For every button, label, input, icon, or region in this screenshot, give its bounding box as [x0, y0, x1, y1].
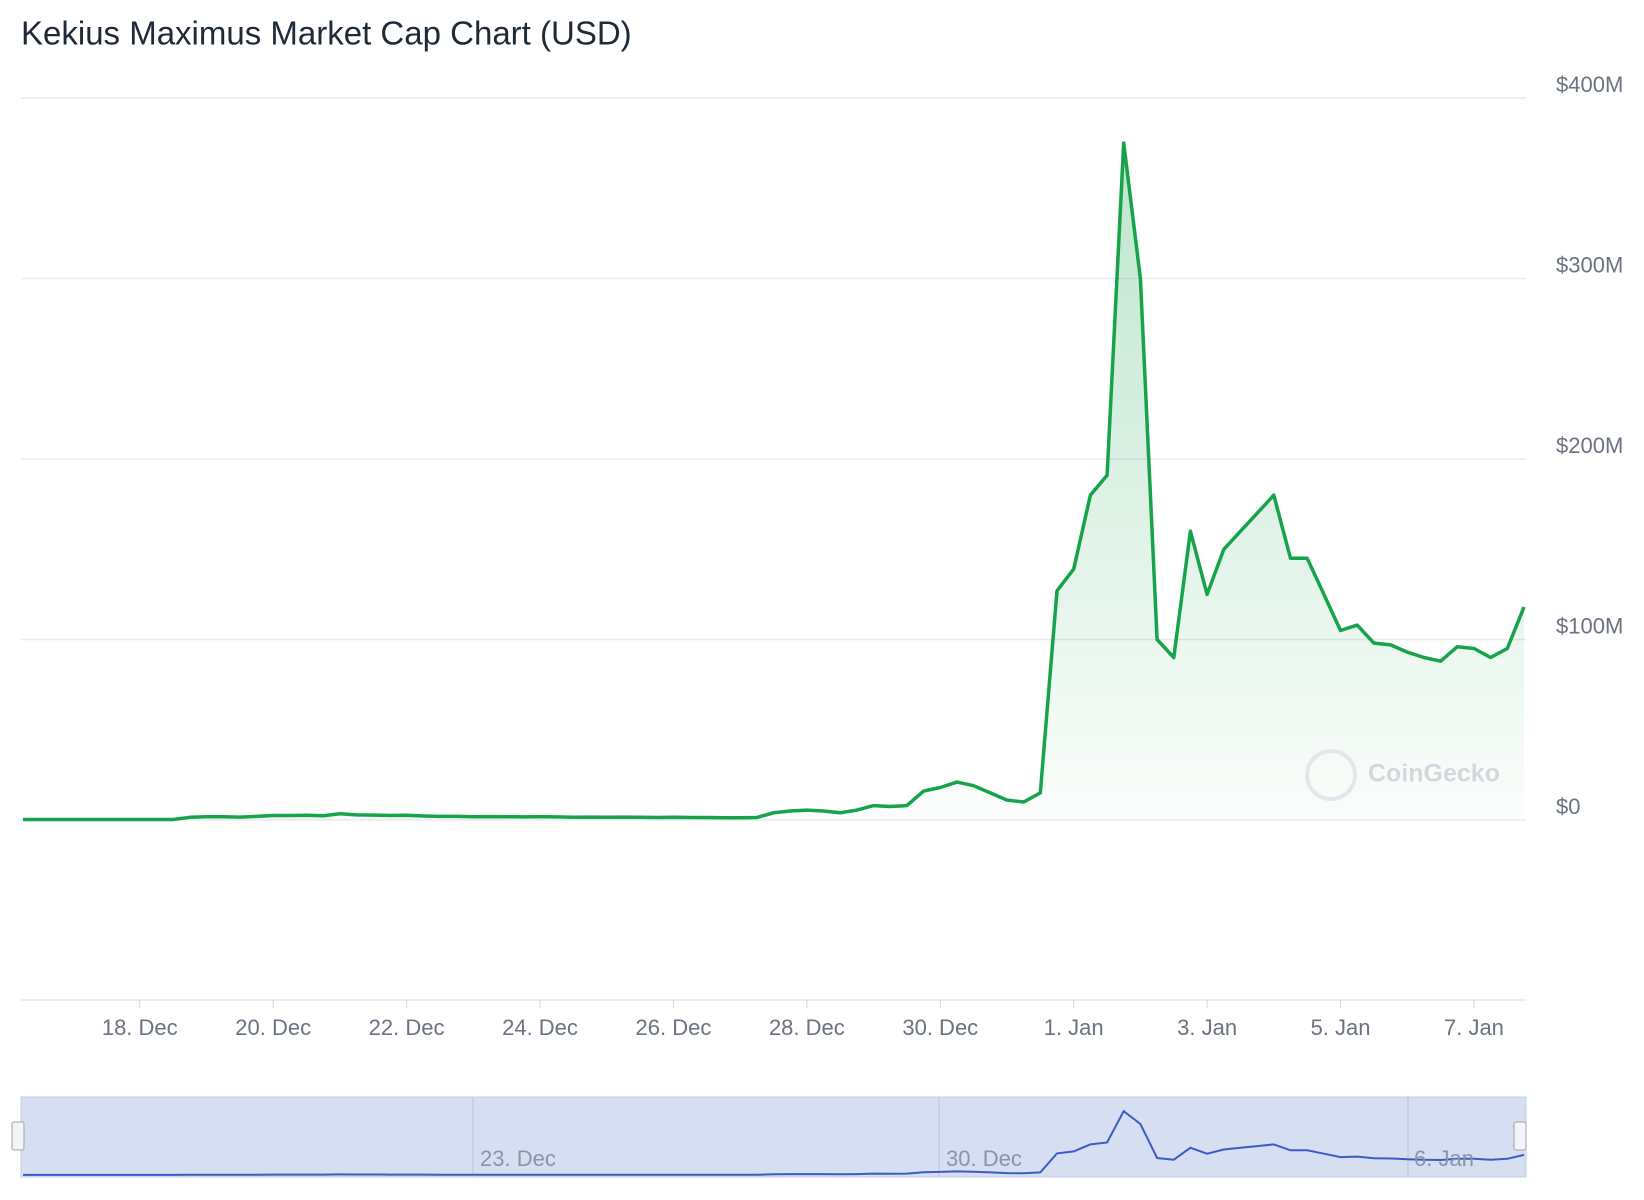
x-tick-label: 5. Jan: [1311, 1015, 1371, 1040]
navigator-label: 6. Jan: [1414, 1146, 1474, 1171]
line: [23, 141, 1526, 822]
y-tick-label: $0: [1556, 794, 1580, 819]
x-tick-label: 18. Dec: [102, 1015, 178, 1040]
x-tick-label: 28. Dec: [769, 1015, 845, 1040]
navigator-label: 30. Dec: [946, 1146, 1022, 1171]
y-tick-label: $400M: [1556, 72, 1623, 97]
x-tick-label: 24. Dec: [502, 1015, 578, 1040]
chart-title: Kekius Maximus Market Cap Chart (USD): [21, 15, 632, 52]
y-tick-label: $300M: [1556, 252, 1623, 277]
navigator-handle[interactable]: [11, 1121, 25, 1151]
watermark-logo: [1305, 749, 1357, 801]
x-tick-label: 3. Jan: [1177, 1015, 1237, 1040]
y-tick-label: $200M: [1556, 433, 1623, 458]
x-tick-label: 1. Jan: [1044, 1015, 1104, 1040]
navigator-handle[interactable]: [1513, 1121, 1527, 1151]
navigator-label: 23. Dec: [480, 1146, 556, 1171]
area: [23, 143, 1524, 821]
x-tick-label: 7. Jan: [1444, 1015, 1504, 1040]
watermark: CoinGecko: [1368, 760, 1500, 788]
y-tick-label: $100M: [1556, 613, 1623, 638]
x-tick-label: 22. Dec: [369, 1015, 445, 1040]
x-tick-label: 30. Dec: [902, 1015, 978, 1040]
navigator-line: [23, 1109, 1525, 1176]
x-tick-label: 20. Dec: [235, 1015, 311, 1040]
x-tick-label: 26. Dec: [636, 1015, 712, 1040]
navigator[interactable]: [20, 1096, 1527, 1178]
